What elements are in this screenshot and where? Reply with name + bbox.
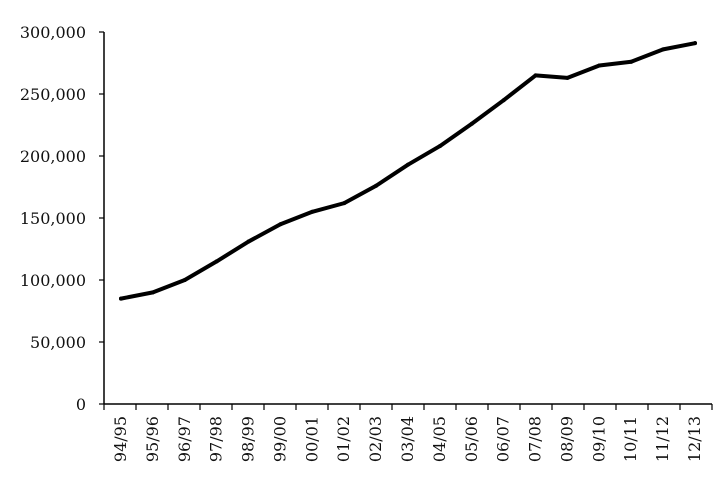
data-point [182,278,187,282]
x-tick-label: 12/13 [685,416,704,462]
data-point [214,259,219,264]
y-tick-label: 0 [76,395,86,414]
data-point [629,59,634,64]
data-point [469,121,474,126]
data-point [661,47,666,52]
series-layer [119,41,697,301]
data-point [246,239,251,244]
x-tick-label: 02/03 [366,416,385,462]
y-tick-label: 50,000 [30,333,86,352]
x-tick-label: 00/01 [302,416,321,462]
x-tick-label: 94/95 [111,416,130,462]
data-point [437,144,442,149]
x-tick-label: 97/98 [207,416,226,462]
data-point [533,73,538,78]
y-axis: 0 50,000 100,000 150,000 200,000 250,000 300,0… [20,23,105,414]
x-tick-label: 09/10 [589,416,608,462]
x-tick-label: 06/07 [494,416,513,462]
x-tick-label: 07/08 [526,416,545,462]
x-tick-label: 96/97 [175,416,194,462]
y-tick-label: 150,000 [20,209,86,228]
y-tick-label: 250,000 [20,85,86,104]
data-point [693,41,697,46]
y-tick-label: 200,000 [20,147,86,166]
series-line [119,41,697,301]
data-point [278,222,283,227]
x-axis: 94/95 95/96 96/97 97/98 98/99 99/00 00/01 01/02… [103,403,713,462]
x-tick-label: 04/05 [430,416,449,462]
x-tick-label: 99/00 [270,416,289,462]
data-point [310,209,315,214]
x-tick-label: 11/12 [653,416,672,462]
y-tick-label: 100,000 [20,271,86,290]
data-point [150,290,155,295]
data-point [597,63,602,68]
x-tick-label: 03/04 [398,416,417,462]
data-point [374,183,379,188]
data-point [565,75,570,80]
x-tick-label: 08/09 [557,416,576,462]
data-point [406,162,410,167]
x-tick-label: 95/96 [143,416,162,462]
x-tick-label: 05/06 [462,416,481,462]
data-point [119,296,123,301]
y-tick-label: 300,000 [20,23,86,42]
x-tick-label: 01/02 [334,416,353,462]
x-tick-label: 98/99 [239,416,258,462]
data-point [342,201,347,206]
x-tick-label: 10/11 [621,416,640,462]
data-point [501,98,506,103]
